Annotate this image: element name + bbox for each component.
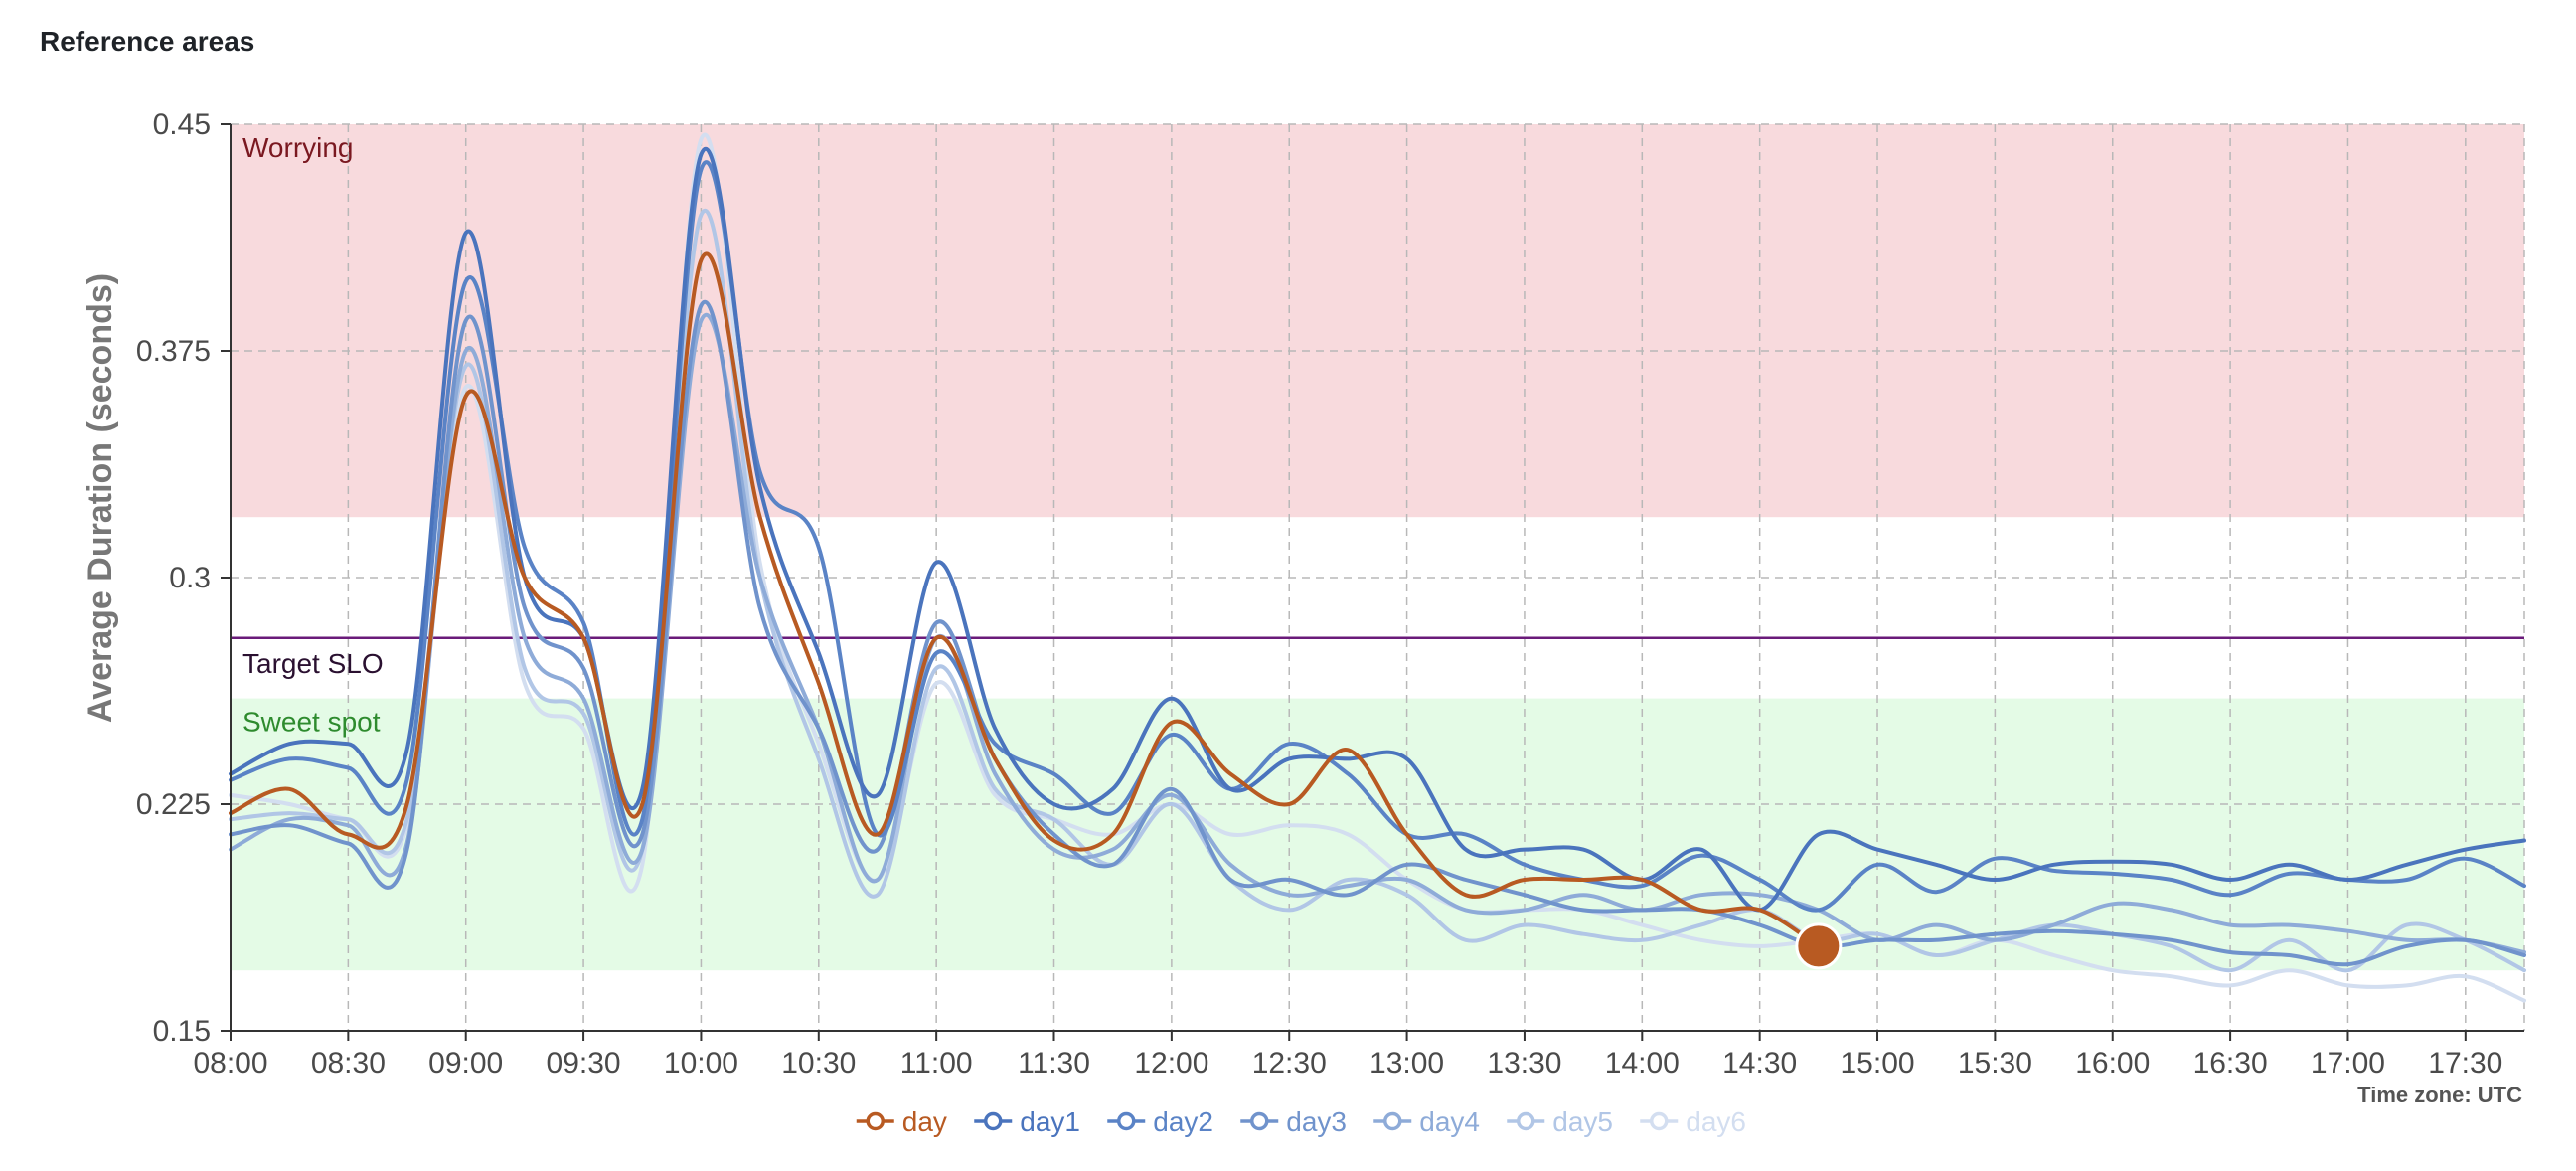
legend-item-day3[interactable]: day3 [1240, 1106, 1347, 1137]
x-tick-label: 15:30 [1958, 1047, 2032, 1080]
legend-label: day1 [1020, 1106, 1080, 1137]
panel-title: Reference areas [40, 26, 255, 57]
legend-label: day3 [1286, 1106, 1347, 1137]
legend-label: day6 [1686, 1106, 1746, 1137]
legend-item-day[interactable]: day [856, 1106, 947, 1137]
legend[interactable]: day day1 day2 day3 day4 day5 day6 [856, 1106, 1746, 1137]
x-tick-label: 16:30 [2193, 1047, 2268, 1080]
x-tick-label: 12:00 [1134, 1047, 1208, 1080]
series-line-day3 [229, 299, 2526, 967]
highlighted-data-point [1795, 922, 1843, 970]
y-tick-label: 0.15 [153, 1015, 211, 1048]
y-tick-label: 0.225 [136, 788, 211, 821]
legend-marker-icon [1250, 1111, 1269, 1131]
x-tick-label: 13:00 [1369, 1047, 1444, 1080]
reference-lines: Target SLO [231, 636, 2524, 679]
legend-label: day4 [1419, 1106, 1480, 1137]
legend-marker-icon [1517, 1111, 1535, 1131]
series-line-day6 [229, 132, 2526, 1003]
series-line-day [229, 251, 1821, 948]
x-tick-label: 09:30 [547, 1047, 621, 1080]
x-tick-label: 16:00 [2075, 1047, 2150, 1080]
x-tick-label: 17:30 [2428, 1047, 2502, 1080]
legend-item-day4[interactable]: day4 [1373, 1106, 1480, 1137]
legend-item-day5[interactable]: day5 [1507, 1106, 1613, 1137]
timezone-label: Time zone: UTC [2357, 1083, 2522, 1107]
x-tick-label: 12:30 [1252, 1047, 1327, 1080]
legend-label: day5 [1552, 1106, 1613, 1137]
x-tick-label: 10:00 [664, 1047, 738, 1080]
legend-item-day6[interactable]: day6 [1640, 1106, 1746, 1137]
y-tick-label: 0.3 [169, 562, 211, 594]
series-line-day2 [229, 160, 2526, 913]
x-tick-label: 08:00 [193, 1047, 267, 1080]
x-tick-label: 14:30 [1722, 1047, 1797, 1080]
legend-item-day2[interactable]: day2 [1107, 1106, 1213, 1137]
reference-area-label-sweet-spot: Sweet spot [242, 707, 381, 738]
reference-areas: Worrying Sweet spot [231, 124, 2524, 971]
reference-area-worrying [231, 124, 2524, 518]
series-lines [229, 132, 2526, 1003]
x-tick-label: 08:30 [311, 1047, 386, 1080]
reference-area-label-worrying: Worrying [242, 132, 354, 163]
grid-lines [230, 123, 2525, 1032]
y-axis-title: Average Duration (seconds) [81, 273, 119, 723]
x-tick-label: 17:00 [2311, 1047, 2385, 1080]
axes [221, 123, 2524, 1041]
y-tick-label: 0.375 [136, 335, 211, 368]
x-tick-label: 09:00 [428, 1047, 503, 1080]
legend-marker-icon [1650, 1111, 1669, 1131]
legend-marker-icon [1383, 1111, 1402, 1131]
legend-marker-icon [1117, 1111, 1136, 1131]
series-line-day1 [229, 146, 2526, 913]
x-tick-label: 15:00 [1840, 1047, 1914, 1080]
reference-line-label-target-slo: Target SLO [242, 648, 384, 679]
reference-area-sweet-spot [231, 698, 2524, 971]
x-tick-label: 13:30 [1487, 1047, 1561, 1080]
x-tick-label: 14:00 [1605, 1047, 1680, 1080]
legend-item-day1[interactable]: day1 [974, 1106, 1080, 1137]
tick-labels: 0.15 0.225 0.3 0.375 0.45 08:00 08:30 09:00 09:3… [81, 108, 2522, 1107]
x-tick-label: 11:30 [1018, 1047, 1090, 1080]
legend-label: day2 [1153, 1106, 1213, 1137]
x-tick-label: 11:00 [900, 1047, 973, 1080]
y-tick-label: 0.45 [153, 108, 211, 141]
legend-label: day [902, 1106, 947, 1137]
x-tick-label: 10:30 [781, 1047, 856, 1080]
legend-marker-icon [866, 1111, 885, 1131]
legend-marker-icon [984, 1111, 1003, 1131]
